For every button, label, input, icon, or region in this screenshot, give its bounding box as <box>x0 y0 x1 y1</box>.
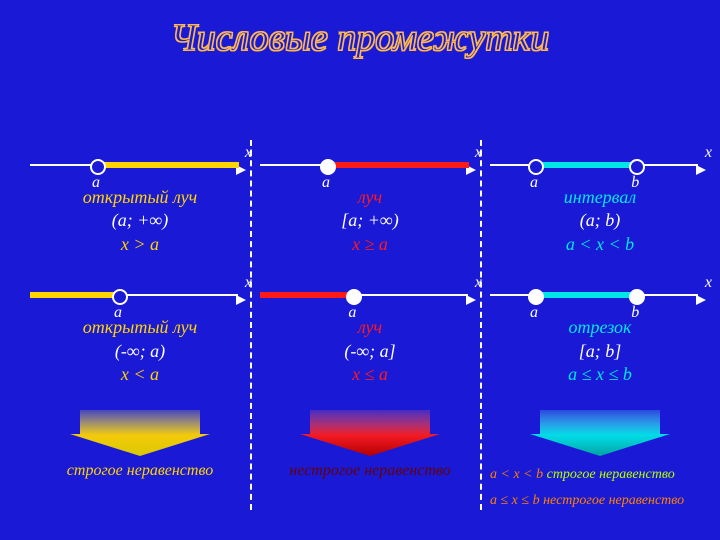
diagram-text: луч[a; +∞)x ≥ a <box>260 186 480 256</box>
axis-label-x: x <box>705 144 712 162</box>
diagram-block: axлуч[a; +∞)x ≥ a <box>260 150 480 256</box>
text-row: (a; b) <box>490 209 710 232</box>
highlight-segment <box>538 162 635 168</box>
text-row: x ≥ a <box>260 233 480 256</box>
diagram-text: открытый луч(a; +∞)x > a <box>30 186 250 256</box>
highlight-segment <box>260 292 352 298</box>
note-part: нестрогое неравенство <box>543 493 684 508</box>
column: abxинтервал(a; b)a < x < babxотрезок[a; … <box>490 150 710 513</box>
text-row: a ≤ x ≤ b <box>490 363 710 386</box>
number-line: abx <box>490 280 710 316</box>
diagram-text: отрезок[a; b]a ≤ x ≤ b <box>490 316 710 386</box>
chevron-down-icon <box>300 410 440 456</box>
diagram-block: axоткрытый луч(-∞; a)x < a <box>30 280 250 386</box>
diagram-block: axлуч(-∞; a]x ≤ a <box>260 280 480 386</box>
point-closed-icon <box>346 289 362 305</box>
point-label: a <box>322 174 330 192</box>
column-divider <box>250 140 252 510</box>
text-row: интервал <box>490 186 710 209</box>
text-row: отрезок <box>490 316 710 339</box>
point-closed-icon <box>528 289 544 305</box>
text-row: (a; +∞) <box>30 209 250 232</box>
chevron-down-icon <box>530 410 670 456</box>
diagram-block: abxинтервал(a; b)a < x < b <box>490 150 710 256</box>
text-row: x < a <box>30 363 250 386</box>
point-closed-icon <box>320 159 336 175</box>
note-part: строгое неравенство <box>547 467 675 482</box>
arrow-icon <box>696 165 706 175</box>
number-line: ax <box>260 150 480 186</box>
number-line: ax <box>30 280 250 316</box>
text-row: (-∞; a) <box>30 340 250 363</box>
diagram-text: интервал(a; b)a < x < b <box>490 186 710 256</box>
axis-label-x: x <box>475 274 482 292</box>
column-divider <box>480 140 482 510</box>
text-row: a < x < b <box>490 233 710 256</box>
point-open-icon <box>629 159 645 175</box>
point-label: a <box>348 304 356 322</box>
diagram-text: луч(-∞; a]x ≤ a <box>260 316 480 386</box>
text-row: [a; +∞) <box>260 209 480 232</box>
note-part: a ≤ x ≤ b <box>490 493 543 508</box>
point-label: b <box>631 174 639 192</box>
column-footer: строгое неравенство <box>30 462 250 480</box>
point-label: a <box>92 174 100 192</box>
point-open-icon <box>112 289 128 305</box>
note-part: a < x < b <box>490 467 547 482</box>
text-row: открытый луч <box>30 186 250 209</box>
chevron-down-icon <box>70 410 210 456</box>
point-label: a <box>530 174 538 192</box>
column: axлуч[a; +∞)x ≥ aaxлуч(-∞; a]x ≤ aнестро… <box>260 150 480 480</box>
column-footer: нестрогое неравенство <box>260 462 480 480</box>
highlight-segment <box>30 292 118 298</box>
diagram-text: открытый луч(-∞; a)x < a <box>30 316 250 386</box>
arrow-icon <box>466 295 476 305</box>
number-line: ax <box>260 280 480 316</box>
text-row: луч <box>260 186 480 209</box>
diagram-block: abxотрезок[a; b]a ≤ x ≤ b <box>490 280 710 386</box>
number-line: abx <box>490 150 710 186</box>
point-open-icon <box>90 159 106 175</box>
note-line: a < x < b строгое неравенство <box>490 462 710 487</box>
highlight-segment <box>330 162 469 168</box>
point-label: a <box>530 304 538 322</box>
text-row: открытый луч <box>30 316 250 339</box>
column: axоткрытый луч(a; +∞)x > aaxоткрытый луч… <box>30 150 250 480</box>
note-line: a ≤ x ≤ b нестрогое неравенство <box>490 488 710 513</box>
number-line: ax <box>30 150 250 186</box>
axis-label-x: x <box>705 274 712 292</box>
text-row: луч <box>260 316 480 339</box>
axis-label-x: x <box>245 144 252 162</box>
inequality-notes: a < x < b строгое неравенствоa ≤ x ≤ b н… <box>490 462 710 512</box>
text-row: [a; b] <box>490 340 710 363</box>
point-label: a <box>114 304 122 322</box>
text-row: (-∞; a] <box>260 340 480 363</box>
page-title: Числовые промежутки <box>0 16 720 60</box>
point-closed-icon <box>629 289 645 305</box>
diagram-block: axоткрытый луч(a; +∞)x > a <box>30 150 250 256</box>
axis-label-x: x <box>245 274 252 292</box>
arrow-icon <box>236 295 246 305</box>
highlight-segment <box>100 162 239 168</box>
arrow-icon <box>696 295 706 305</box>
highlight-segment <box>538 292 635 298</box>
axis-label-x: x <box>475 144 482 162</box>
point-open-icon <box>528 159 544 175</box>
text-row: x > a <box>30 233 250 256</box>
point-label: b <box>631 304 639 322</box>
text-row: x ≤ a <box>260 363 480 386</box>
